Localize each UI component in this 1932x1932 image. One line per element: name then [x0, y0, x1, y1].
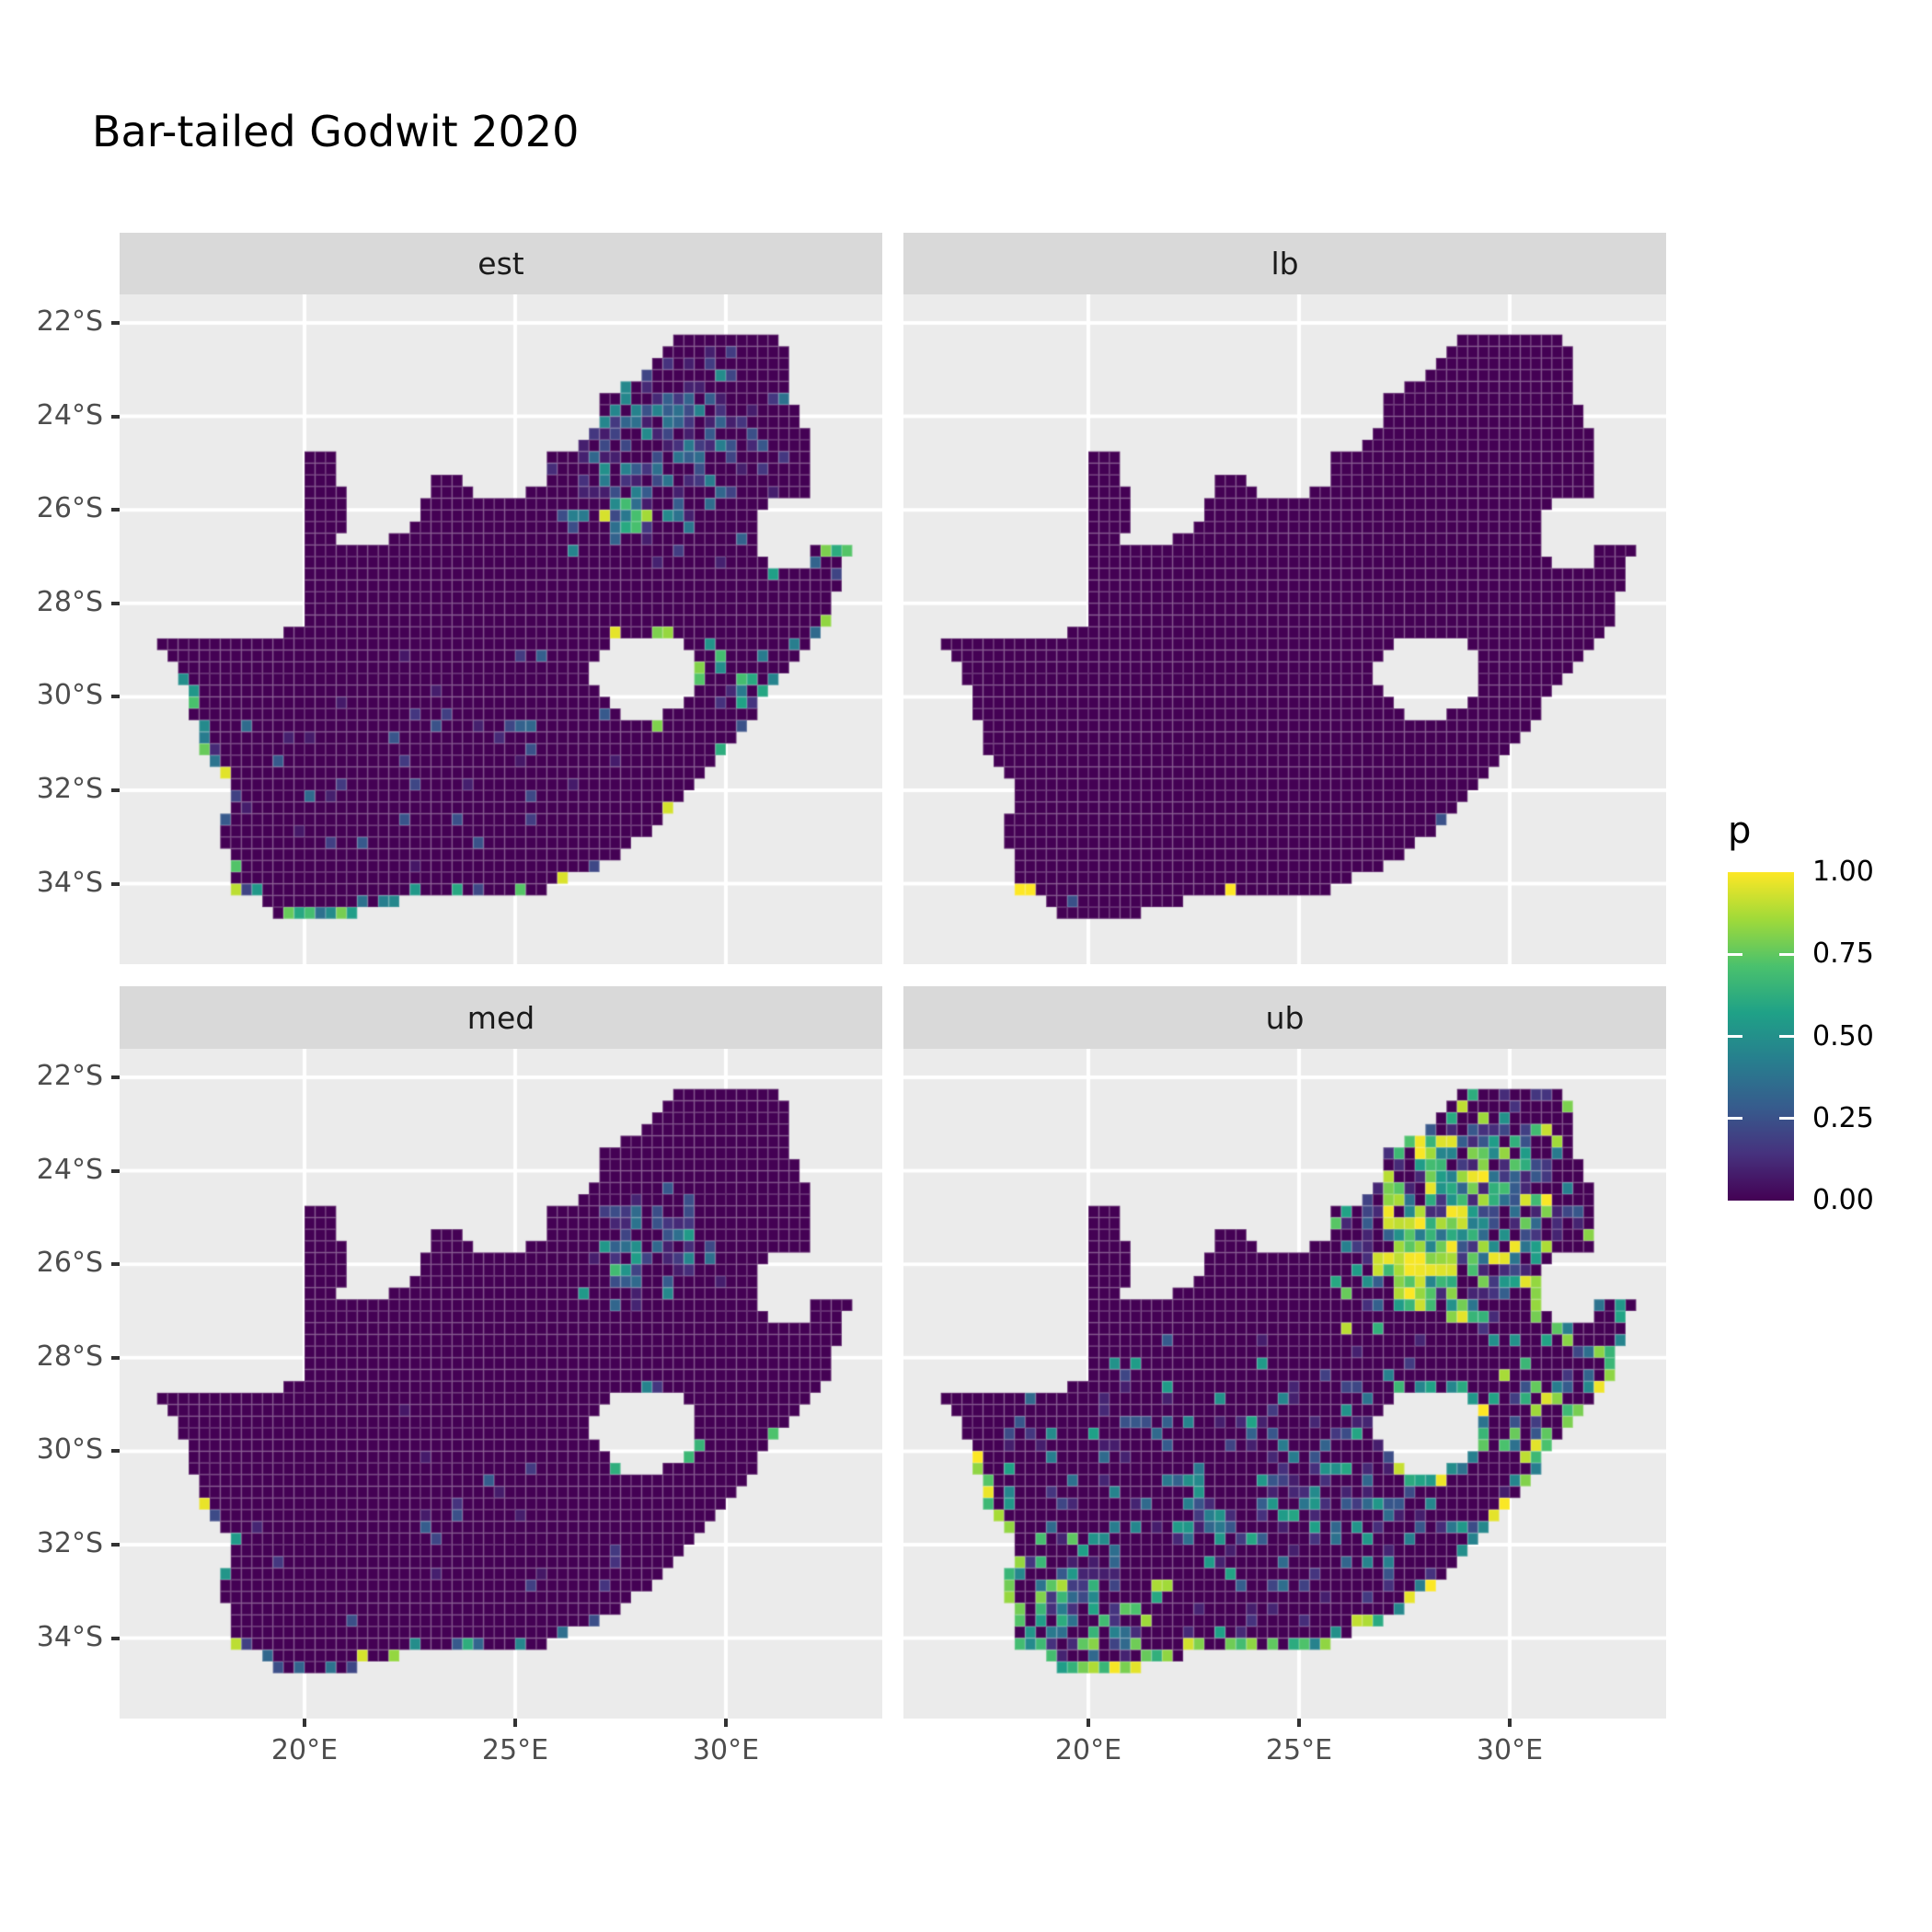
facet-strip-ub: ub — [903, 986, 1666, 1049]
y-tick-mark — [111, 695, 120, 699]
y-tick-label: 24°S — [36, 1153, 103, 1186]
plot-title: Bar-tailed Godwit 2020 — [92, 107, 580, 156]
legend-tick-right — [1779, 952, 1794, 956]
y-tick-label: 32°S — [36, 1527, 103, 1559]
legend-tick-label: 0.00 — [1812, 1184, 1874, 1216]
y-tick-mark — [111, 321, 120, 325]
y-tick-mark — [111, 788, 120, 792]
facet-strip-label: med — [466, 999, 535, 1036]
x-tick-mark — [1087, 1719, 1090, 1727]
x-tick-label: 25°E — [1265, 1734, 1333, 1766]
facet-strip-label: est — [477, 246, 524, 282]
x-tick-mark — [724, 1719, 728, 1727]
x-tick-mark — [303, 1719, 306, 1727]
y-tick-label: 34°S — [36, 1620, 103, 1653]
y-tick-mark — [111, 414, 120, 419]
legend-title: p — [1728, 810, 1752, 852]
legend-tick-label: 0.25 — [1812, 1101, 1874, 1134]
legend-tick-label: 0.75 — [1812, 937, 1874, 971]
x-tick-label: 30°E — [692, 1734, 760, 1766]
y-tick-mark — [111, 508, 120, 512]
y-tick-mark — [111, 1449, 120, 1454]
x-tick-mark — [1297, 1719, 1301, 1727]
facet-strip-lb: lb — [903, 233, 1666, 294]
legend: p 1.00 0.75 0.50 0.25 0.00 — [1713, 810, 1932, 1242]
legend-tick-left — [1728, 952, 1742, 956]
map-canvas-lb — [903, 294, 1666, 964]
x-tick-label: 20°E — [1054, 1734, 1122, 1766]
y-tick-label: 30°S — [36, 679, 103, 712]
legend-tick-label: 0.50 — [1812, 1019, 1874, 1052]
facet-strip-label: lb — [1271, 246, 1299, 282]
y-tick-label: 32°S — [36, 773, 103, 805]
x-tick-label: 30°E — [1476, 1734, 1544, 1766]
legend-tick-left — [1728, 1035, 1742, 1038]
x-tick-label: 25°E — [481, 1734, 549, 1766]
legend-tick-label: 1.00 — [1812, 856, 1874, 888]
y-tick-mark — [111, 1168, 120, 1173]
y-tick-mark — [111, 881, 120, 886]
map-canvas-est — [120, 294, 882, 964]
y-tick-label: 30°S — [36, 1433, 103, 1466]
x-tick-mark — [1508, 1719, 1512, 1727]
legend-tick-left — [1728, 1117, 1742, 1121]
legend-tick-right — [1779, 1035, 1794, 1038]
y-tick-mark — [111, 1075, 120, 1079]
facet-strip-med: med — [120, 986, 882, 1049]
facet-strip-label: ub — [1265, 999, 1305, 1036]
x-tick-label: 20°E — [270, 1734, 339, 1766]
y-tick-mark — [111, 1636, 120, 1640]
y-tick-label: 26°S — [36, 1247, 103, 1280]
map-canvas-med — [120, 1049, 882, 1719]
y-tick-label: 28°S — [36, 585, 103, 618]
y-tick-mark — [111, 1355, 120, 1360]
y-tick-mark — [111, 601, 120, 605]
y-tick-mark — [111, 1262, 120, 1267]
x-tick-mark — [513, 1719, 517, 1727]
y-tick-label: 22°S — [36, 305, 103, 338]
y-tick-label: 22°S — [36, 1060, 103, 1092]
y-tick-label: 26°S — [36, 492, 103, 525]
facet-strip-est: est — [120, 233, 882, 294]
y-tick-label: 28°S — [36, 1340, 103, 1373]
legend-tick-right — [1779, 1117, 1794, 1121]
y-tick-label: 24°S — [36, 398, 103, 431]
y-tick-mark — [111, 1543, 120, 1547]
map-canvas-ub — [903, 1049, 1666, 1719]
y-tick-label: 34°S — [36, 866, 103, 899]
